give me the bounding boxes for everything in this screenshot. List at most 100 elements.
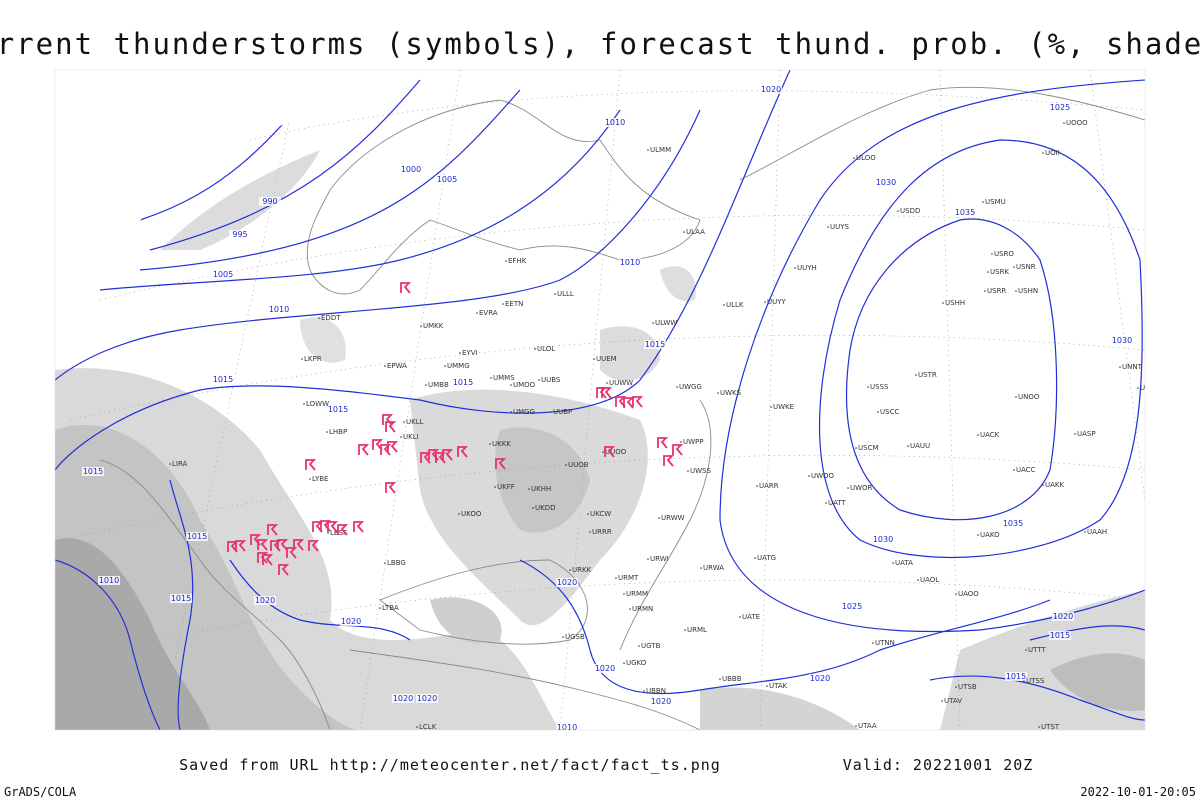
isobar-label-bg (760, 85, 782, 94)
isobar-label-bg (416, 694, 438, 703)
station-dot (991, 253, 993, 255)
station-dot (855, 447, 857, 449)
station-dot (420, 325, 422, 327)
station-dot (565, 464, 567, 466)
station-dot (562, 636, 564, 638)
station-label: UUOB (568, 461, 589, 469)
station-dot (1015, 396, 1017, 398)
station-label: UUYY (767, 298, 787, 306)
thunderstorm-symbol (657, 437, 669, 449)
station-dot (917, 579, 919, 581)
isobar-label-bg (644, 340, 666, 349)
station-label: ULOL (537, 345, 555, 353)
isobar-label-bg (556, 578, 578, 587)
isobar-label: 995 (232, 230, 247, 239)
station-dot (1042, 484, 1044, 486)
isobar-label: 1015 (83, 467, 103, 476)
station-dot (723, 304, 725, 306)
isobar-label-bg (619, 258, 641, 267)
station-label: UBBB (722, 675, 742, 683)
station-label: USSS (870, 383, 889, 391)
station-label: UACC (1016, 466, 1036, 474)
isobar-label-bg (872, 535, 894, 544)
isobar-label: 1030 (1112, 336, 1132, 345)
station-label: LCLK (419, 723, 437, 731)
thunderstorm-symbol (435, 452, 447, 464)
station-dot (897, 210, 899, 212)
isobar-label-bg (809, 674, 831, 683)
station-dot (444, 365, 446, 367)
station-label: UTTT (1028, 646, 1046, 654)
station-label: EPWA (387, 362, 407, 370)
station-label: LOWW (306, 400, 329, 408)
station-label: UUBP (553, 408, 572, 416)
station-label: USMU (985, 198, 1006, 206)
station-label: UGSB (565, 633, 585, 641)
station-dot (301, 358, 303, 360)
thunderstorm-symbol (604, 446, 616, 458)
station-dot (318, 317, 320, 319)
station-label: LTBA (382, 604, 399, 612)
coastlines (99, 86, 1145, 730)
isobar-label-bg (259, 197, 281, 206)
isobar-label: 1000 (401, 165, 421, 174)
station-dot (719, 678, 721, 680)
isobar-label-bg (254, 596, 276, 605)
station-dot (984, 290, 986, 292)
station-dot (327, 532, 329, 534)
station-label: USRO (994, 250, 1014, 258)
station-dot (1119, 366, 1121, 368)
station-dot (510, 411, 512, 413)
isobar-label: 1030 (873, 535, 893, 544)
isobar-label-bg (98, 576, 120, 585)
station-label: UTAV (944, 697, 962, 705)
station-dot (534, 348, 536, 350)
station-label: UWKS (720, 389, 742, 397)
isobar-label: 1025 (1050, 103, 1070, 112)
station-label: ULLL (557, 290, 574, 298)
isobar-label: 1015 (1050, 631, 1070, 640)
isobars (55, 70, 1145, 730)
thunderstorm-symbol (623, 397, 635, 409)
station-label: LBBG (387, 559, 406, 567)
station-label: LIRA (172, 460, 188, 468)
station-dot (907, 445, 909, 447)
isobar-label: 1020 (417, 694, 437, 703)
station-label: UOOO (1066, 119, 1088, 127)
probability-shading (55, 150, 1145, 730)
station-label: UUYH (797, 264, 817, 272)
station-label: UKLI (403, 433, 419, 441)
station-label: ULWW (655, 319, 677, 327)
station-label: URKK (572, 566, 592, 574)
thunderstorm-symbol (672, 444, 684, 456)
station-label: UAKO (980, 531, 1000, 539)
valid-time: Valid: 20221001 20Z (843, 756, 1034, 774)
station-dot (476, 312, 478, 314)
station-dot (756, 485, 758, 487)
station-label: UMKK (423, 322, 444, 330)
thunderstorm-symbol (308, 540, 320, 552)
station-label: UNOO (1018, 393, 1040, 401)
station-dot (794, 267, 796, 269)
isobar-label: 1015 (453, 378, 473, 387)
isobar-label: 1020 (651, 697, 671, 706)
isobar-label: 1025 (842, 602, 862, 611)
station-label: UUEM (596, 355, 617, 363)
isobar-label: 1020 (1053, 612, 1073, 621)
station-dot (658, 517, 660, 519)
station-label: EVRA (479, 309, 498, 317)
station-label: UWOO (811, 472, 835, 480)
thunderstorm-symbol (270, 540, 282, 552)
station-dot (847, 487, 849, 489)
station-label: URWW (661, 514, 685, 522)
thunderstorm-symbol (358, 444, 370, 456)
station-dot (892, 562, 894, 564)
thunderstorm-symbol (385, 421, 397, 433)
isobar-label: 1010 (99, 576, 119, 585)
station-label: UKLL (406, 418, 424, 426)
graticule (55, 70, 1145, 730)
station-label: UKKK (492, 440, 511, 448)
station-dot (623, 593, 625, 595)
thunderstorm-symbol (353, 521, 365, 533)
